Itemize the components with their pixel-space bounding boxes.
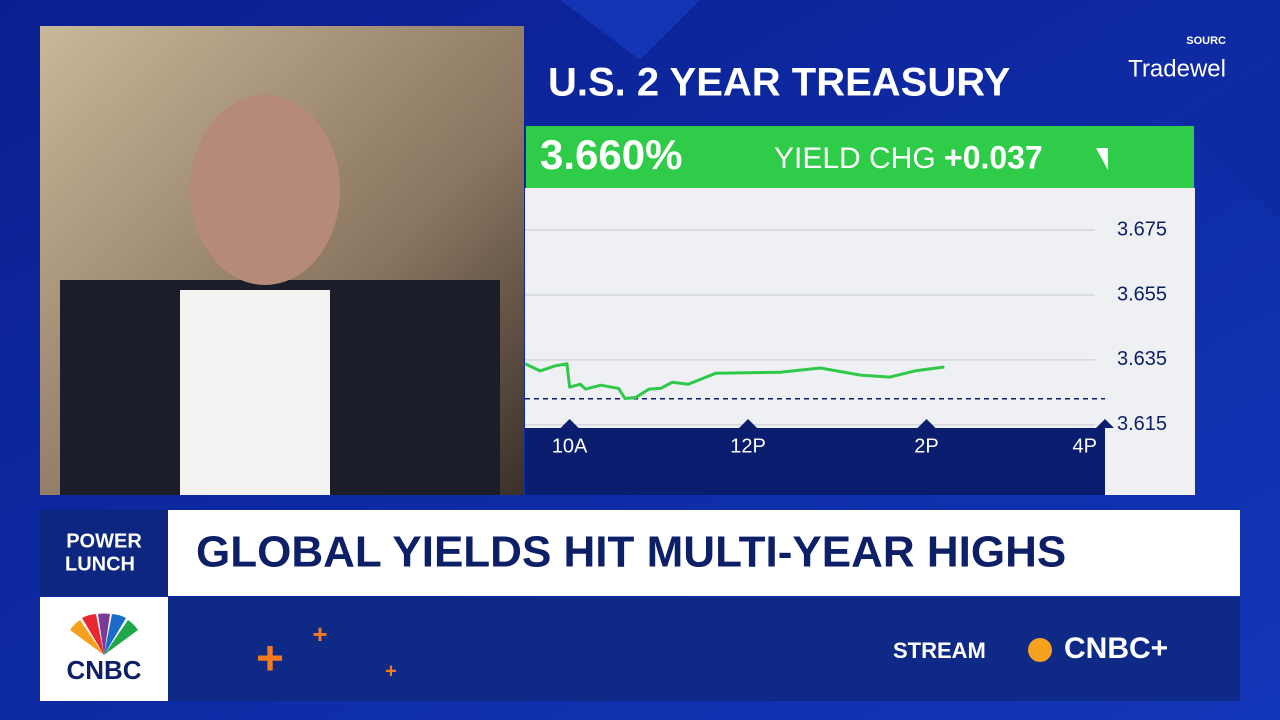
yield-line xyxy=(524,362,945,400)
chart-title: U.S. 2 YEAR TREASURY xyxy=(548,61,1011,105)
network-logo: CNBC xyxy=(66,655,141,685)
y-tick-label: 3.675 xyxy=(1117,218,1167,240)
x-tick-mark xyxy=(1096,419,1114,428)
change-label: YIELD CHG xyxy=(774,142,936,175)
change-value: +0.037 xyxy=(944,139,1043,175)
yield-value: 3.660% xyxy=(540,131,682,178)
x-axis-band xyxy=(525,428,1105,495)
y-tick-label: 3.615 xyxy=(1117,413,1167,435)
y-tick-label: 3.655 xyxy=(1117,283,1167,305)
headline: GLOBAL YIELDS HIT MULTI-YEAR HIGHS xyxy=(196,528,1066,577)
x-tick-label: 12P xyxy=(730,435,766,457)
x-tick-label: 10A xyxy=(552,435,588,457)
plot: 3.615 3.635 3.655 3.675 10A 12P 2P 4P xyxy=(524,218,1167,457)
peacock xyxy=(70,613,138,655)
peacock-feather xyxy=(104,620,138,655)
peacock-feather xyxy=(70,620,104,655)
source-provider: Tradewel xyxy=(1128,55,1226,82)
x-tick-mark xyxy=(917,419,936,428)
decor-plus: + xyxy=(312,619,327,649)
x-tick-mark xyxy=(560,419,579,428)
video-figure xyxy=(180,290,330,495)
quote-bar xyxy=(526,126,1194,188)
peacock-feather xyxy=(82,614,104,655)
peacock-feather xyxy=(98,613,110,655)
grid xyxy=(525,229,1095,426)
peacock-feather xyxy=(104,614,126,655)
decor-plus: + xyxy=(385,660,397,682)
show-name: POWER xyxy=(66,530,142,552)
y-tick-label: 3.635 xyxy=(1117,348,1167,370)
show-name: LUNCH xyxy=(65,553,135,575)
x-tick-label: 2P xyxy=(914,435,938,457)
decor xyxy=(1180,60,1280,220)
ticker-band xyxy=(40,597,1240,701)
source-label: SOURC xyxy=(1186,35,1226,47)
change-arrow xyxy=(1096,148,1108,170)
decor xyxy=(560,0,700,60)
x-tick-label: 4P xyxy=(1073,435,1097,457)
stream-label: STREAM xyxy=(893,638,986,663)
stream-service: CNBC+ xyxy=(1064,632,1168,665)
stream-logo xyxy=(1028,638,1052,662)
video-figure xyxy=(190,95,340,285)
decor-plus: + xyxy=(256,633,284,686)
show-box xyxy=(40,510,168,596)
headline-bar xyxy=(40,510,1240,596)
x-tick-mark xyxy=(739,419,758,428)
